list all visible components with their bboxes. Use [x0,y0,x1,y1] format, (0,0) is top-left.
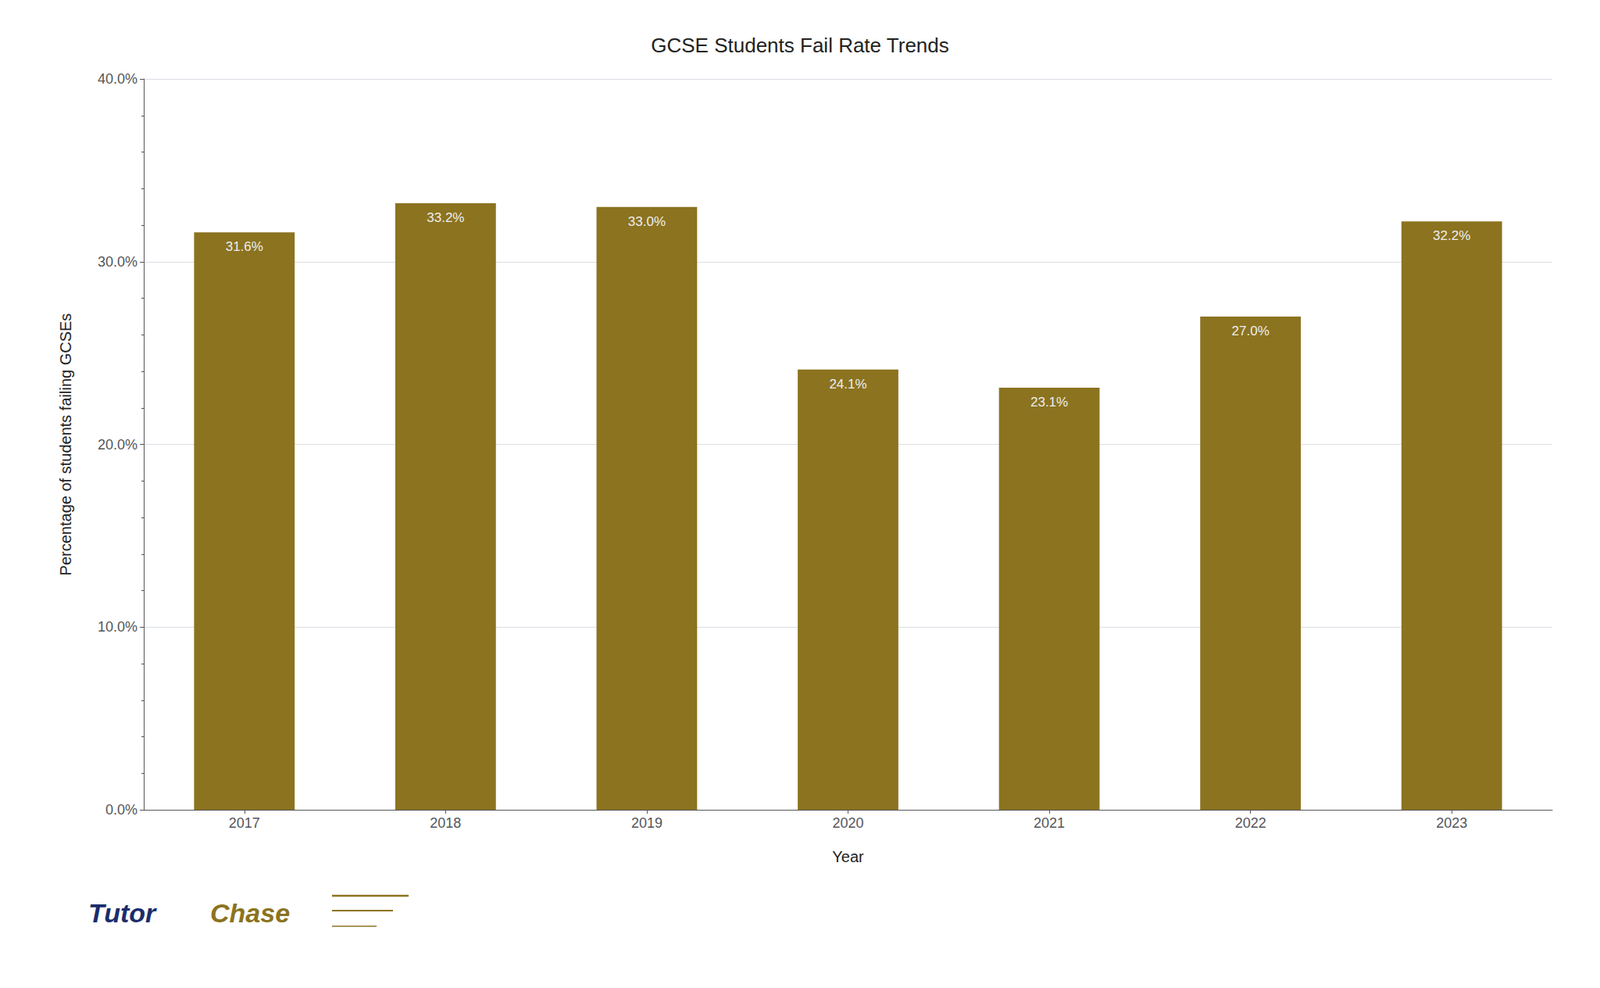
svg-text:33.2%: 33.2% [426,210,465,225]
svg-text:10.0%: 10.0% [97,618,138,635]
svg-text:20.0%: 20.0% [97,436,138,453]
svg-text:40.0%: 40.0% [97,71,138,87]
svg-text:30.0%: 30.0% [97,253,138,270]
svg-text:Chase: Chase [210,897,290,928]
svg-text:2022: 2022 [1235,814,1267,831]
svg-text:Year: Year [832,847,865,865]
svg-text:32.2%: 32.2% [1432,228,1471,243]
svg-text:Percentage of students failing: Percentage of students failing GCSEs [57,313,75,576]
svg-text:2023: 2023 [1435,814,1468,831]
svg-text:2019: 2019 [631,814,663,831]
svg-text:33.0%: 33.0% [628,214,666,229]
svg-text:GCSE Students Fail Rate Trends: GCSE Students Fail Rate Trends [650,33,950,58]
svg-text:24.1%: 24.1% [828,376,867,392]
svg-text:Tutor: Tutor [88,897,158,928]
svg-text:23.1%: 23.1% [1030,394,1068,410]
svg-text:31.6%: 31.6% [225,239,264,254]
svg-text:2020: 2020 [832,814,864,831]
svg-text:2021: 2021 [1033,814,1065,831]
svg-text:0.0%: 0.0% [105,801,138,818]
svg-text:27.0%: 27.0% [1232,323,1270,339]
svg-text:2018: 2018 [429,814,461,831]
svg-text:2017: 2017 [228,814,261,831]
